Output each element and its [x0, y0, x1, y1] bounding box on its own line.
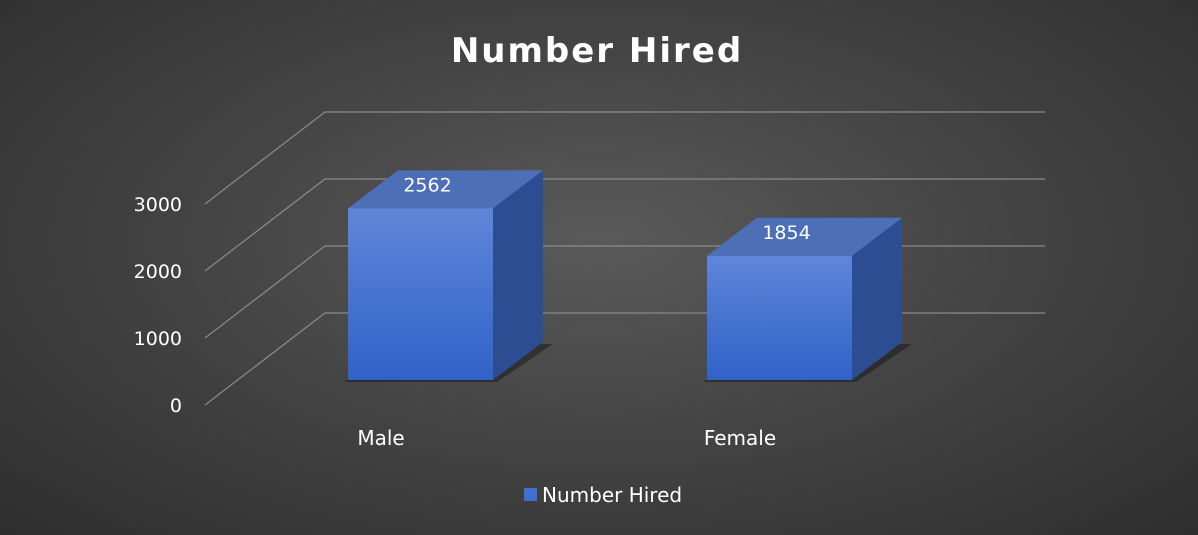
legend-label: Number Hired	[542, 483, 682, 507]
gridline	[204, 178, 1045, 272]
bar-side	[493, 170, 543, 380]
legend: Number Hired	[524, 483, 682, 507]
y-tick-label: 1000	[134, 328, 182, 350]
data-label: 1854	[762, 222, 810, 244]
legend-swatch	[524, 488, 537, 501]
x-tick-label: Male	[357, 426, 404, 450]
bar	[707, 255, 852, 380]
category-labels: Male Female	[357, 426, 776, 450]
data-label: 2562	[403, 174, 451, 196]
chart-title: Number Hired	[451, 31, 743, 71]
bar-top	[707, 217, 902, 256]
bar	[348, 208, 493, 380]
bars	[348, 170, 902, 380]
data-labels: 2562 1854	[403, 174, 810, 243]
gridline	[204, 245, 1045, 339]
gridline	[204, 111, 1045, 205]
gridlines	[204, 111, 1045, 406]
x-tick-label: Female	[704, 426, 776, 450]
y-tick-label: 2000	[134, 261, 182, 283]
y-tick-label: 0	[170, 395, 182, 417]
bar-top	[348, 170, 543, 209]
y-tick-label: 3000	[134, 194, 182, 216]
y-axis-ticks: 0 1000 2000 3000	[134, 194, 182, 417]
gridline	[204, 312, 1045, 406]
bar-side	[852, 217, 902, 380]
